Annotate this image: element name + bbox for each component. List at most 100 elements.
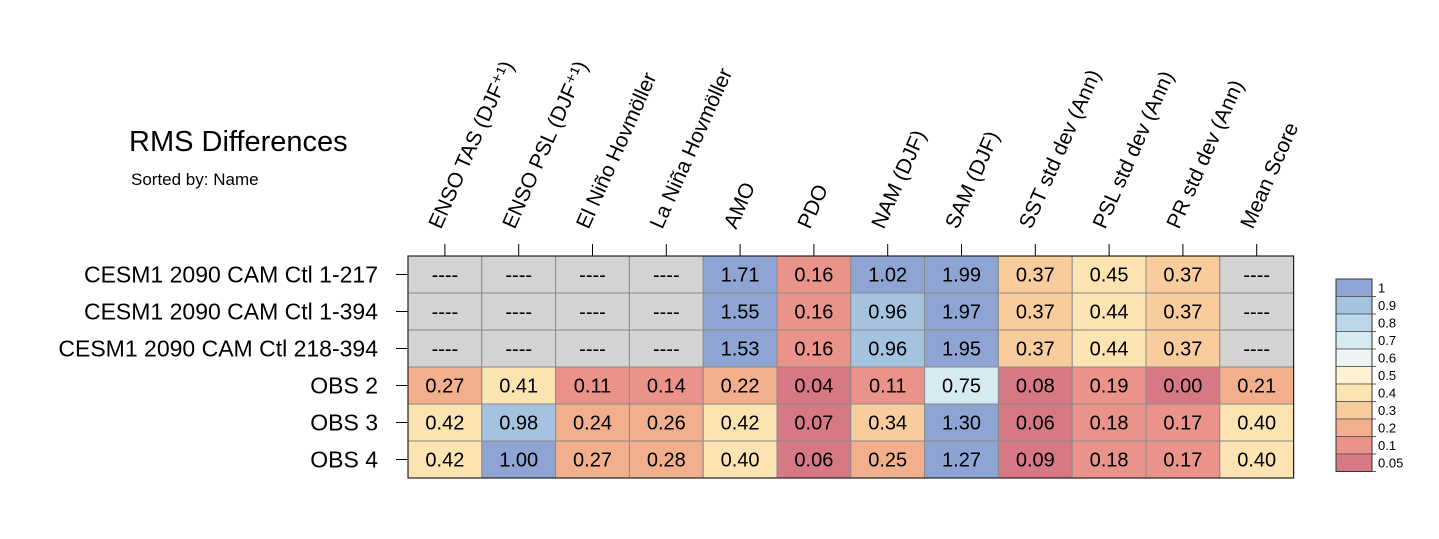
row-label: CESM1 2090 CAM Ctl 1-217 xyxy=(84,262,378,288)
column-label: El Niño Hovmöller xyxy=(572,69,661,232)
cell-value-label: ---- xyxy=(505,302,532,324)
cell-value-label: 0.40 xyxy=(1237,450,1276,472)
heatmap-cell xyxy=(555,403,630,442)
heatmap-cell xyxy=(1145,366,1221,405)
cell-value-label: 0.07 xyxy=(794,413,833,435)
colorbar-label: 1 xyxy=(1378,281,1385,296)
cell-value-label: ---- xyxy=(1243,302,1270,324)
heatmap-cell xyxy=(997,440,1073,479)
cell-value-label: 0.37 xyxy=(1016,302,1055,324)
cell-value-label: 0.27 xyxy=(573,450,612,472)
cell-value-label: 0.44 xyxy=(1090,339,1129,361)
colorbar-swatch xyxy=(1335,366,1373,385)
heatmap-cell xyxy=(407,366,483,405)
colorbar-swatch xyxy=(1335,453,1373,472)
cell-value-label: 1.99 xyxy=(942,265,981,287)
cell-value-label: 0.34 xyxy=(868,413,907,435)
colorbar-border xyxy=(1335,278,1373,472)
cell-value-label: 0.28 xyxy=(647,450,686,472)
cell-value-label: 0.21 xyxy=(1237,376,1276,398)
cell-value-label: 0.40 xyxy=(1237,413,1276,435)
cell-value-label: 0.96 xyxy=(868,339,907,361)
cell-value-label: 0.37 xyxy=(1016,339,1055,361)
cell-value-label: 0.25 xyxy=(868,450,907,472)
heatmap-cell xyxy=(702,329,778,368)
cell-value-label: ---- xyxy=(653,339,680,361)
cell-value-label: 0.16 xyxy=(794,339,833,361)
column-label: NAM (DJF) xyxy=(867,127,931,232)
cell-value-label: 0.26 xyxy=(647,413,686,435)
cell-value-label: ---- xyxy=(432,302,459,324)
colorbar-swatch xyxy=(1335,401,1373,420)
cell-value-label: 1.71 xyxy=(721,265,760,287)
heatmap-cell xyxy=(481,329,557,368)
heatmap-cell xyxy=(555,329,630,368)
heatmap-cell xyxy=(628,440,704,479)
colorbar-swatch xyxy=(1335,278,1373,297)
cell-value-label: ---- xyxy=(1243,339,1270,361)
colorbar-label: 0.2 xyxy=(1378,421,1396,436)
cell-value-label: 1.53 xyxy=(721,339,760,361)
heatmap-cell xyxy=(997,329,1073,368)
heatmap-cell xyxy=(1071,292,1147,331)
cell-value-label: ---- xyxy=(432,339,459,361)
cell-value-label: 1.00 xyxy=(499,450,538,472)
cell-value-label: 1.95 xyxy=(942,339,981,361)
cell-value-label: 0.42 xyxy=(425,450,464,472)
cell-value-label: 0.45 xyxy=(1090,265,1129,287)
heatmap-cell xyxy=(1145,403,1221,442)
heatmap-cell xyxy=(407,440,483,479)
heatmap-cell xyxy=(924,440,999,479)
cell-value-label: 0.17 xyxy=(1163,450,1202,472)
cell-value-label: 0.24 xyxy=(573,413,612,435)
cell-value-label: ---- xyxy=(505,265,532,287)
cell-value-label: ---- xyxy=(579,339,606,361)
heatmap-cell xyxy=(628,292,704,331)
heatmap-cell xyxy=(407,255,483,294)
heatmap-cell xyxy=(1145,292,1221,331)
cell-value-label: 0.08 xyxy=(1016,376,1055,398)
column-label: La Niña Hovmöller xyxy=(646,65,737,232)
colorbar-label: 0.9 xyxy=(1378,298,1396,313)
heatmap-cell xyxy=(850,292,926,331)
heatmap-cell xyxy=(1071,329,1147,368)
heatmap-cell xyxy=(924,292,999,331)
cell-value-label: 0.22 xyxy=(721,376,760,398)
heatmap-cell xyxy=(776,292,852,331)
cell-value-label: 0.27 xyxy=(425,376,464,398)
heatmap-cell xyxy=(850,255,926,294)
cell-value-label: ---- xyxy=(505,339,532,361)
cell-value-label: 1.02 xyxy=(868,265,907,287)
cell-value-label: 0.06 xyxy=(1016,413,1055,435)
column-label: SST std dev (Ann) xyxy=(1015,66,1106,232)
cell-value-label: 0.98 xyxy=(499,413,538,435)
cell-value-label: 0.06 xyxy=(794,450,833,472)
heatmap-border xyxy=(407,255,1295,479)
colorbar-swatch xyxy=(1335,383,1373,402)
column-label: PDO xyxy=(793,181,833,232)
cell-value-label: 1.55 xyxy=(721,302,760,324)
cell-value-label: ---- xyxy=(1243,265,1270,287)
cell-value-label: ---- xyxy=(653,302,680,324)
cell-value-label: 0.42 xyxy=(721,413,760,435)
heatmap-cell xyxy=(1219,440,1295,479)
heatmap-cell xyxy=(776,403,852,442)
heatmap-cell xyxy=(628,329,704,368)
cell-value-label: 0.14 xyxy=(647,376,686,398)
heatmap-cell xyxy=(1071,366,1147,405)
cell-value-label: 0.18 xyxy=(1090,413,1129,435)
row-label: OBS 4 xyxy=(310,447,378,473)
cell-value-label: 0.37 xyxy=(1163,339,1202,361)
heatmap-cell xyxy=(702,292,778,331)
row-label: OBS 2 xyxy=(310,373,378,399)
heatmap-cell xyxy=(481,440,557,479)
cell-value-label: 0.17 xyxy=(1163,413,1202,435)
cell-value-label: 1.30 xyxy=(942,413,981,435)
heatmap-cell xyxy=(1071,440,1147,479)
heatmap-cell xyxy=(1145,329,1221,368)
column-label: SAM (DJF) xyxy=(941,128,1004,232)
chart-title: RMS Differences xyxy=(129,126,348,158)
heatmap-cell xyxy=(481,292,557,331)
cell-value-label: 0.96 xyxy=(868,302,907,324)
colorbar-label: 0.4 xyxy=(1378,386,1396,401)
